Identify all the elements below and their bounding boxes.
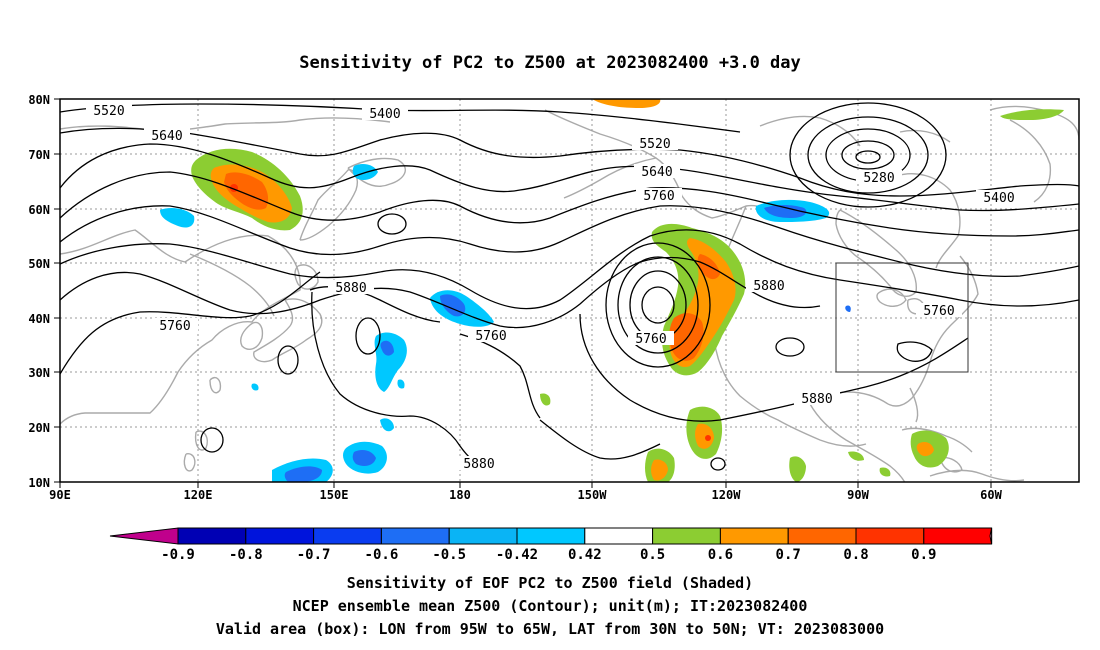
colorbar-box: [245, 527, 315, 545]
contour-label: 5640: [151, 129, 182, 144]
lat-tick-label: 80N: [28, 93, 50, 107]
contour-label: 5400: [983, 191, 1014, 206]
colorbar-label: 0.7: [776, 547, 801, 563]
tick-marks: [54, 98, 992, 488]
contour-label: 5760: [475, 329, 506, 344]
map-frame: [59, 98, 1080, 483]
colorbar-label: 0.9: [911, 547, 936, 563]
colorbar-label: -0.6: [365, 547, 399, 563]
lon-tick-label: 90E: [49, 488, 71, 502]
lon-tick-label: 120W: [712, 488, 742, 502]
contour-labels: 5520 5400 5640 5520 5640 5760 5280 5400 …: [86, 103, 1022, 472]
contour-label: 5880: [753, 279, 784, 294]
lon-tick-label: 90W: [847, 488, 869, 502]
longitude-labels: 90E 120E 150E 180 150W 120W 90W 60W: [49, 488, 1002, 502]
colorbar-label: 0.8: [843, 547, 868, 563]
colorbar-label: -0.7: [297, 547, 331, 563]
colorbar-box: [787, 527, 857, 545]
contour-label: 5760: [923, 304, 954, 319]
colorbar-box: [448, 527, 518, 545]
caption-line-3: Valid area (box): LON from 95W to 65W, L…: [216, 620, 884, 638]
colorbar-low-arrow: [109, 527, 179, 545]
contour-label: 5280: [863, 171, 894, 186]
lat-tick-label: 10N: [28, 476, 50, 490]
lon-tick-label: 150W: [578, 488, 608, 502]
contour-label: 5760: [159, 319, 190, 334]
z500-contours: [60, 102, 1079, 471]
colorbar-box: [516, 527, 586, 545]
contour-label: 5760: [643, 189, 674, 204]
colorbar-box: [177, 527, 247, 545]
lon-tick-label: 150E: [320, 488, 349, 502]
lon-tick-label: 180: [449, 488, 471, 502]
map-area: 5520 5400 5640 5520 5640 5760 5280 5400 …: [60, 99, 1079, 482]
contour-label: 5760: [635, 332, 666, 347]
contour-label: 5880: [335, 281, 366, 296]
caption-line-2: NCEP ensemble mean Z500 (Contour); unit(…: [293, 597, 808, 615]
latitude-labels: 10N 20N 30N 40N 50N 60N 70N 80N: [28, 93, 50, 490]
lat-tick-label: 30N: [28, 366, 50, 380]
lat-tick-label: 60N: [28, 203, 50, 217]
colorbar-label: 0.42: [568, 547, 602, 563]
colorbar-label: -0.8: [229, 547, 263, 563]
colorbar-box: [652, 527, 721, 545]
contour-label: 5880: [801, 392, 832, 407]
colorbar-box: [584, 527, 654, 545]
colorbar-box: [380, 527, 450, 545]
map-title: Sensitivity of PC2 to Z500 at 2023082400…: [299, 53, 801, 73]
colorbar-label: -0.42: [496, 547, 538, 563]
lon-tick-label: 60W: [980, 488, 1002, 502]
caption: Sensitivity of EOF PC2 to Z500 field (Sh…: [216, 574, 884, 638]
valid-area-box: [835, 262, 969, 373]
contour-label: 5400: [369, 107, 400, 122]
colorbar-box: [719, 527, 789, 545]
lat-tick-label: 70N: [28, 148, 50, 162]
lat-tick-label: 40N: [28, 312, 50, 326]
colorbar-box: [313, 527, 382, 545]
contour-label: 5520: [639, 137, 670, 152]
colorbar: -0.9 -0.8 -0.7 -0.6 -0.5 -0.42 0.42 0.5 0.6 0.7 0.…: [109, 527, 993, 563]
colorbar-label: 0.6: [708, 547, 733, 563]
colorbar-label: 0.5: [640, 547, 665, 563]
colorbar-box: [923, 527, 993, 545]
colorbar-label: -0.9: [161, 547, 195, 563]
colorbar-high-arrow: [989, 527, 993, 545]
contour-label: 5880: [463, 457, 494, 472]
colorbar-label: -0.5: [432, 547, 466, 563]
contour-label: 5640: [641, 165, 672, 180]
lat-tick-label: 50N: [28, 257, 50, 271]
lat-tick-label: 20N: [28, 421, 50, 435]
caption-line-1: Sensitivity of EOF PC2 to Z500 field (Sh…: [347, 574, 753, 592]
colorbar-box: [855, 527, 925, 545]
contour-label: 5520: [93, 104, 124, 119]
lon-tick-label: 120E: [184, 488, 213, 502]
